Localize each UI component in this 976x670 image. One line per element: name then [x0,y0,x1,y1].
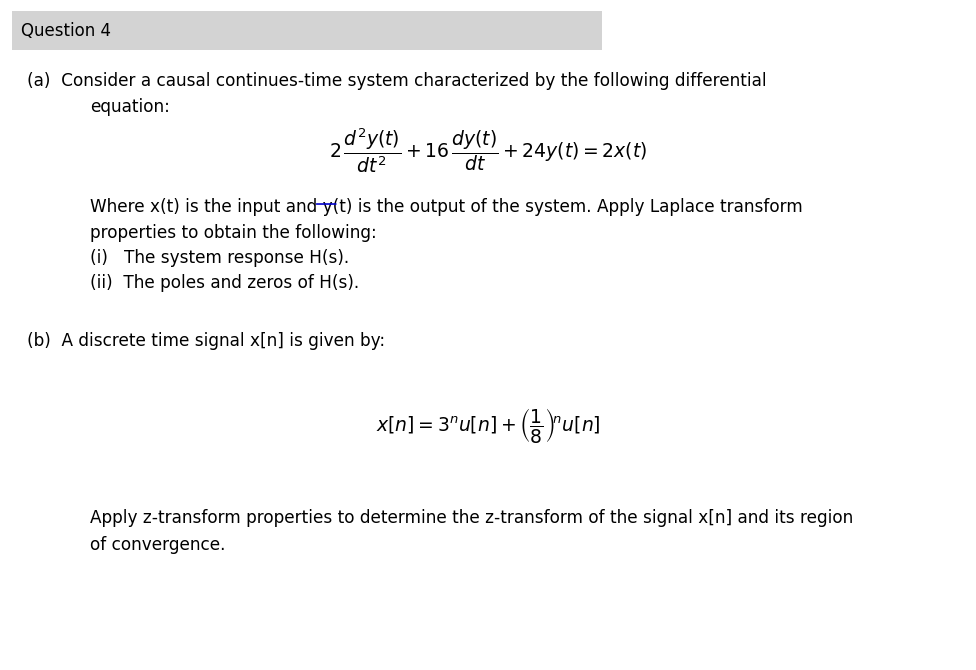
Text: (a)  Consider a causal continues-time system characterized by the following diff: (a) Consider a causal continues-time sys… [27,72,767,90]
Text: Where x(t) is the input and y(t) is the output of the system. Apply Laplace tran: Where x(t) is the input and y(t) is the … [90,198,802,216]
Text: (ii)  The poles and zeros of H(s).: (ii) The poles and zeros of H(s). [90,274,359,292]
Text: properties to obtain the following:: properties to obtain the following: [90,224,377,243]
FancyBboxPatch shape [12,11,602,50]
Text: equation:: equation: [90,98,170,117]
Text: Apply z-transform properties to determine the z-transform of the signal x[n] and: Apply z-transform properties to determin… [90,509,853,527]
Text: (b)  A discrete time signal x[n] is given by:: (b) A discrete time signal x[n] is given… [27,332,386,350]
Text: (i)   The system response H(s).: (i) The system response H(s). [90,249,349,267]
Text: of convergence.: of convergence. [90,536,225,554]
Text: Question 4: Question 4 [21,23,111,40]
Text: $x[n] = 3^n u[n] + \left(\dfrac{1}{8}\right)^{\!n} u[n]$: $x[n] = 3^n u[n] + \left(\dfrac{1}{8}\ri… [376,406,600,445]
Text: $2\,\dfrac{d^2y(t)}{dt^2} + 16\,\dfrac{dy(t)}{dt} + 24y(t) = 2x(t)$: $2\,\dfrac{d^2y(t)}{dt^2} + 16\,\dfrac{d… [329,127,647,175]
